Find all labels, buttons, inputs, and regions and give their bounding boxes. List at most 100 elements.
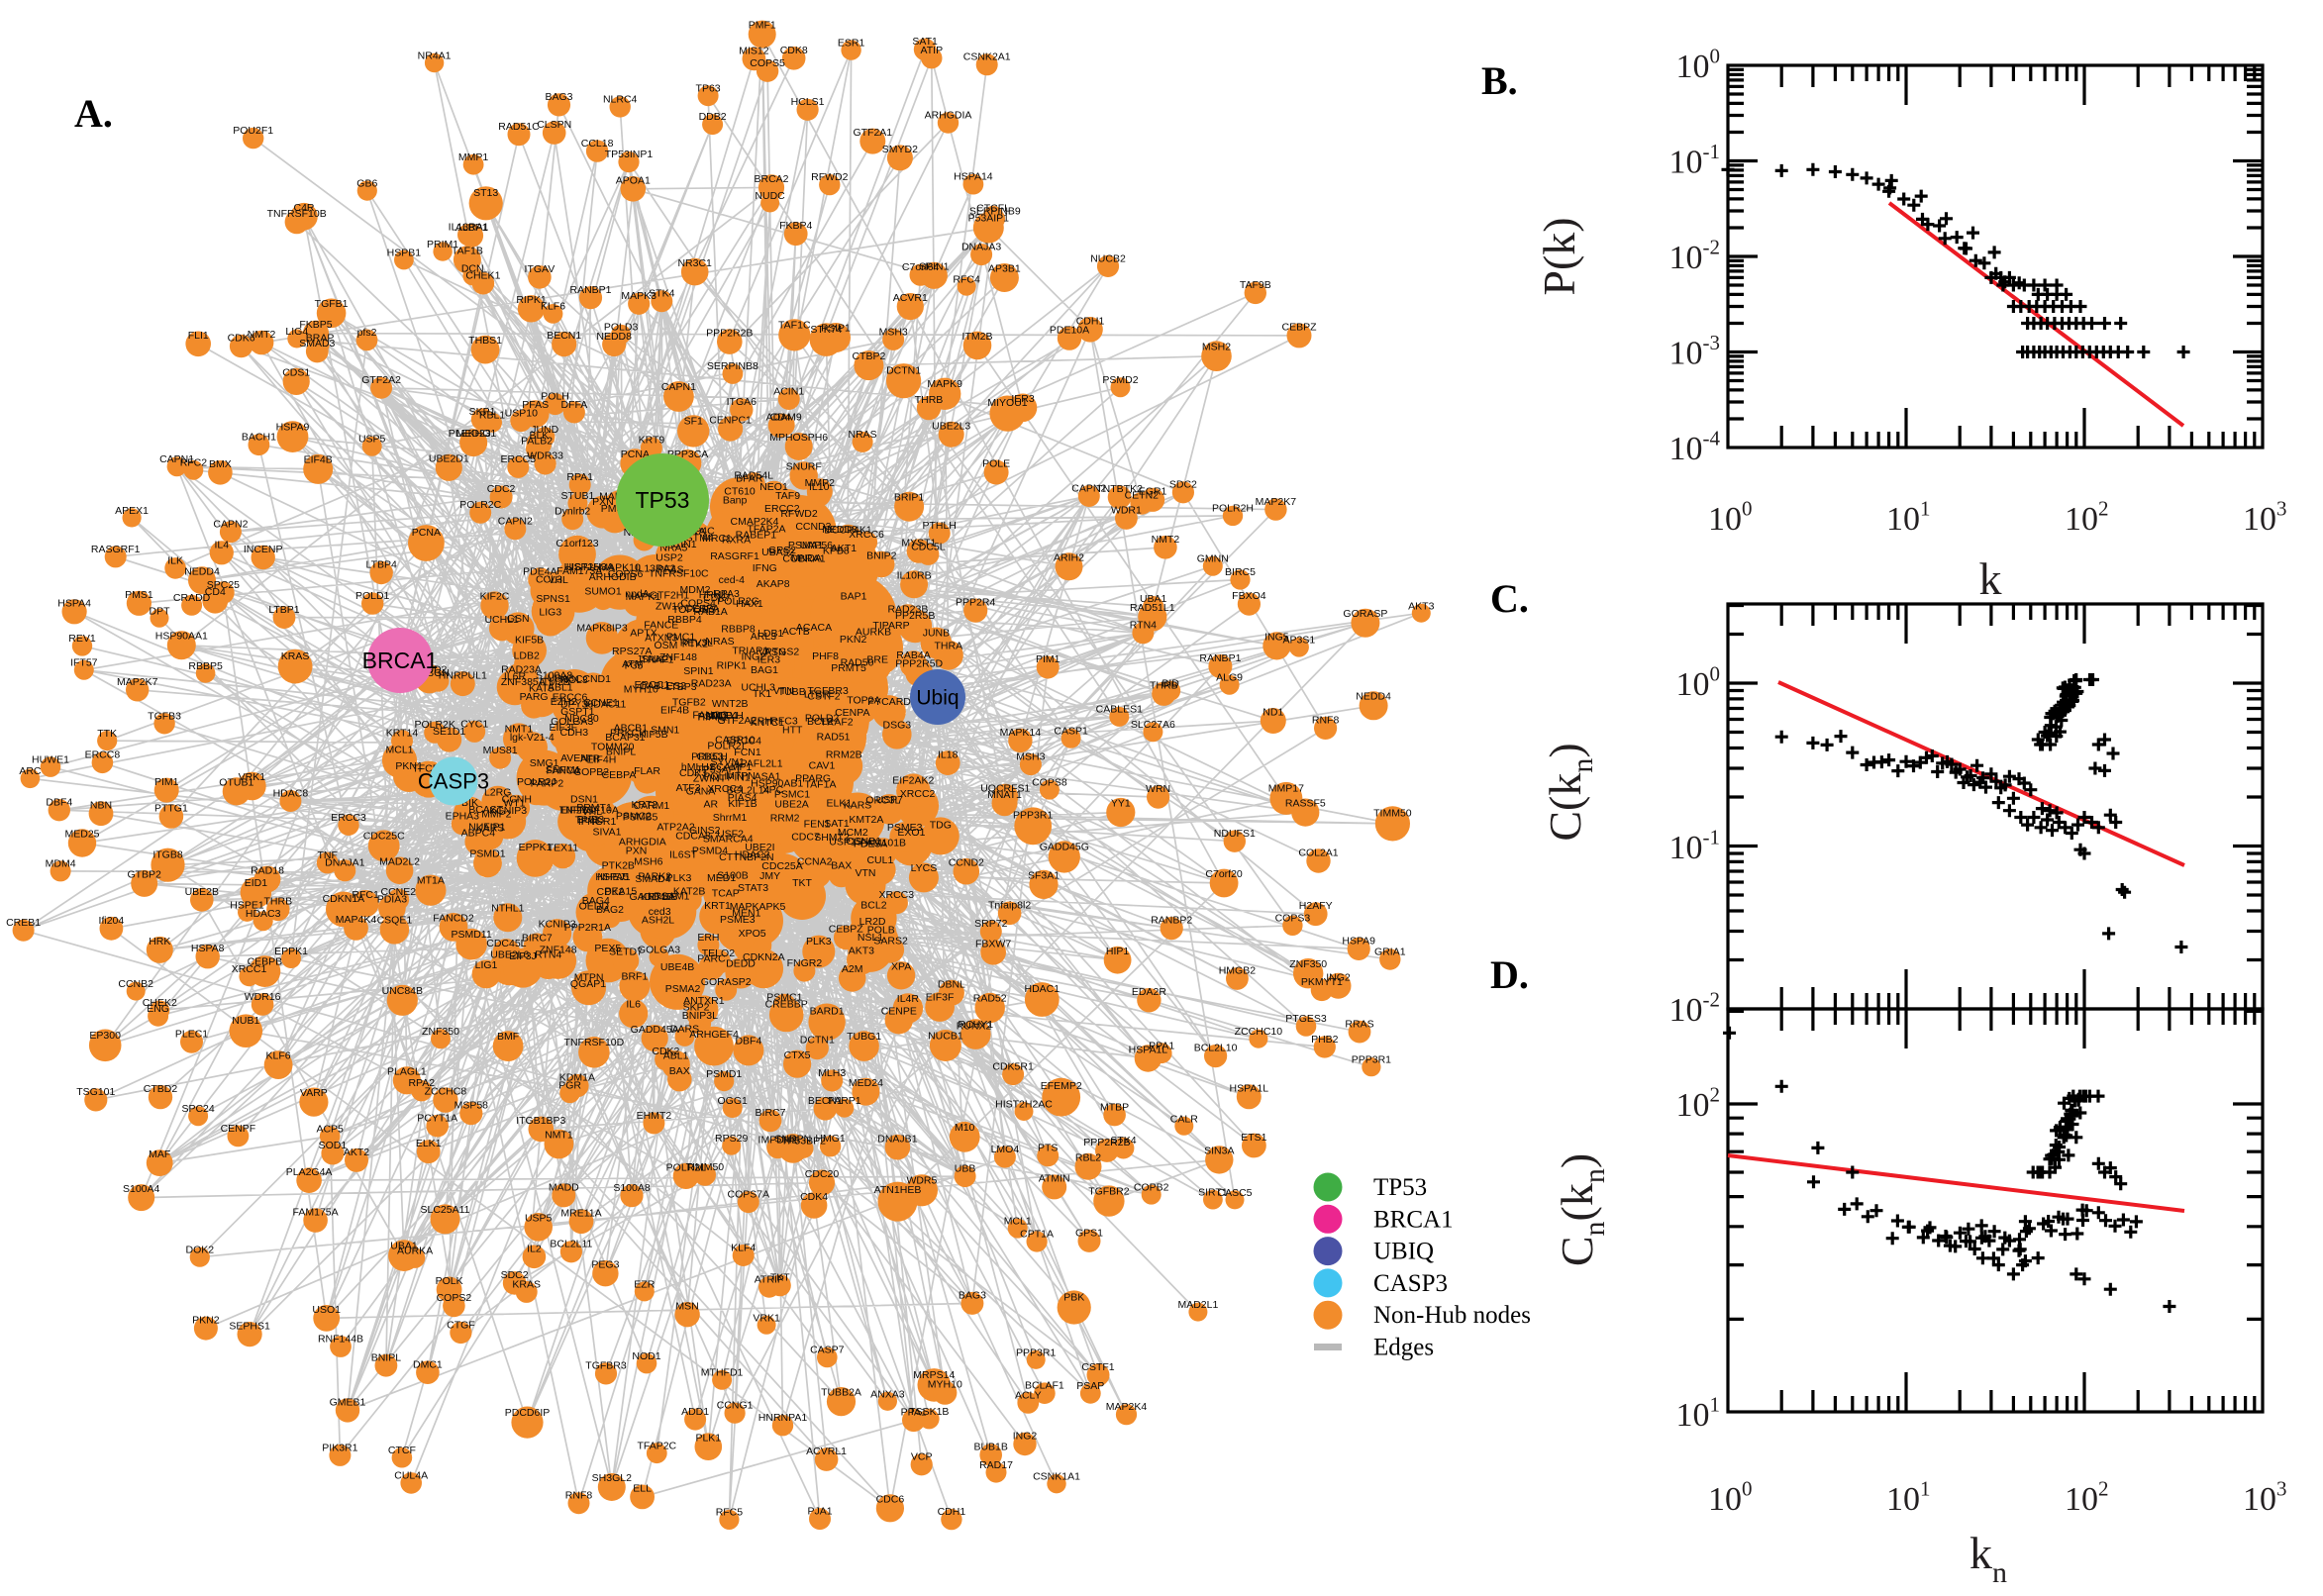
svg-text:GORASP: GORASP (1343, 608, 1387, 620)
svg-text:PPP2R2B: PPP2R2B (706, 328, 753, 340)
svg-text:TEX11: TEX11 (548, 842, 578, 853)
svg-text:PARK2: PARK2 (638, 871, 671, 883)
svg-text:LIG3: LIG3 (539, 606, 561, 618)
svg-text:PARP2: PARP2 (531, 778, 564, 790)
svg-text:MYH10: MYH10 (624, 683, 658, 695)
svg-text:CAV1: CAV1 (809, 760, 836, 772)
svg-text:PRKCH: PRKCH (610, 728, 647, 740)
svg-text:CEBPZ: CEBPZ (1281, 322, 1317, 334)
svg-text:DOK2: DOK2 (186, 1245, 215, 1256)
svg-text:KAT5: KAT5 (529, 683, 555, 695)
svg-text:PKMYT1: PKMYT1 (1301, 976, 1343, 988)
svg-text:HSPE1: HSPE1 (230, 899, 264, 911)
svg-text:USO1: USO1 (312, 1304, 341, 1316)
svg-text:DMC1: DMC1 (413, 1358, 443, 1370)
svg-text:CDCA8: CDCA8 (675, 830, 711, 842)
svg-text:PPP3R1: PPP3R1 (1013, 809, 1053, 821)
svg-text:GOLGA3: GOLGA3 (638, 944, 680, 955)
svg-text:EGR1: EGR1 (1139, 486, 1167, 498)
svg-text:DCCP4K1: DCCP4K1 (824, 524, 872, 536)
svg-text:PYCARD: PYCARD (867, 696, 911, 708)
svg-text:ING2: ING2 (742, 651, 766, 663)
svg-text:CETN2: CETN2 (1125, 490, 1160, 502)
svg-text:POLR2G: POLR2G (717, 596, 759, 608)
svg-text:PTGS2: PTGS2 (765, 647, 800, 658)
svg-text:ARL3: ARL3 (751, 631, 776, 643)
svg-text:THRB: THRB (264, 896, 293, 908)
svg-text:PSMC2: PSMC2 (616, 810, 652, 822)
svg-text:MED24: MED24 (849, 1077, 883, 1089)
svg-text:UBE2D1: UBE2D1 (429, 453, 469, 465)
svg-text:GTBP2: GTBP2 (127, 869, 161, 881)
svg-text:IL13RA2: IL13RA2 (636, 562, 676, 574)
svg-text:RAD18: RAD18 (251, 864, 284, 876)
svg-text:PTS: PTS (1038, 1143, 1058, 1154)
svg-text:POLB: POLB (867, 924, 895, 936)
svg-text:TUBB: TUBB (778, 686, 806, 698)
svg-text:HSPA14: HSPA14 (954, 171, 993, 183)
svg-text:EIF4H: EIF4H (587, 753, 617, 765)
svg-text:ced-4: ced-4 (719, 574, 745, 586)
svg-text:BRAP: BRAP (306, 333, 335, 345)
svg-text:QGAP1: QGAP1 (570, 978, 606, 990)
svg-text:LTBP1: LTBP1 (268, 604, 299, 616)
svg-text:ZNF148: ZNF148 (540, 945, 577, 956)
svg-text:P53AIP1: P53AIP1 (968, 213, 1010, 225)
svg-text:MRPS14: MRPS14 (913, 1369, 955, 1381)
svg-text:SIRT1: SIRT1 (1198, 1186, 1228, 1198)
svg-text:REV1: REV1 (68, 633, 96, 645)
svg-text:CDK2: CDK2 (596, 886, 624, 898)
svg-text:MED25: MED25 (64, 829, 99, 841)
svg-text:CREB1: CREB1 (6, 917, 41, 929)
svg-text:PMC1: PMC1 (666, 632, 695, 644)
svg-text:NR3C1: NR3C1 (677, 257, 712, 269)
svg-text:CDC45L: CDC45L (486, 938, 526, 949)
svg-text:RNF8: RNF8 (565, 1490, 593, 1502)
svg-text:DPY30: DPY30 (560, 699, 593, 711)
svg-text:WT1: WT1 (503, 798, 525, 810)
svg-text:HUWE1: HUWE1 (32, 753, 69, 765)
svg-text:MPHOSPH6: MPHOSPH6 (769, 432, 828, 444)
svg-text:PDE5A: PDE5A (854, 839, 887, 850)
svg-text:PSAP: PSAP (1076, 1380, 1104, 1392)
svg-text:GSN: GSN (507, 613, 530, 625)
svg-text:IL18: IL18 (938, 748, 959, 760)
svg-text:MSH2: MSH2 (1202, 341, 1231, 352)
svg-text:BAX: BAX (669, 1065, 690, 1077)
svg-text:SF1: SF1 (684, 416, 703, 428)
svg-text:TP63: TP63 (696, 82, 721, 94)
svg-text:USP10: USP10 (505, 408, 538, 420)
svg-text:CENPA: CENPA (835, 707, 869, 719)
svg-text:FANCE: FANCE (644, 620, 678, 632)
svg-text:IER3: IER3 (758, 654, 781, 666)
svg-text:CALR: CALR (1170, 1113, 1198, 1125)
svg-text:DDB2: DDB2 (699, 111, 727, 123)
svg-text:HMG1: HMG1 (815, 1133, 845, 1145)
svg-text:BACH1: BACH1 (242, 432, 276, 444)
svg-text:ELL: ELL (633, 1483, 652, 1495)
svg-text:IL6R: IL6R (504, 670, 527, 682)
svg-text:THRB: THRB (1150, 680, 1178, 692)
svg-text:ING2: ING2 (1013, 1431, 1038, 1443)
svg-text:KARS: KARS (844, 799, 872, 811)
svg-text:CUL4A: CUL4A (394, 1469, 428, 1481)
svg-text:BCL2: BCL2 (807, 716, 833, 728)
svg-text:TNFRSF10A: TNFRSF10A (559, 804, 619, 816)
svg-text:UBB: UBB (955, 1163, 976, 1175)
svg-text:NMT2: NMT2 (248, 329, 276, 341)
svg-text:TAF1A: TAF1A (805, 778, 837, 790)
svg-text:TDG: TDG (930, 820, 952, 832)
svg-text:CCL18: CCL18 (581, 138, 614, 150)
svg-text:XRCC2: XRCC2 (900, 788, 936, 800)
svg-text:MRC1: MRC1 (702, 533, 732, 545)
svg-text:APEX1: APEX1 (115, 505, 149, 517)
svg-text:IL13RA1: IL13RA1 (449, 222, 489, 234)
svg-text:VASN: VASN (758, 647, 786, 658)
svg-text:KIF1B: KIF1B (728, 798, 757, 810)
svg-text:IFNGR1: IFNGR1 (578, 816, 617, 828)
svg-text:MUTYH: MUTYH (707, 710, 744, 722)
svg-text:PGR: PGR (558, 1080, 581, 1092)
svg-text:PKN2: PKN2 (840, 634, 867, 646)
svg-text:COPS8: COPS8 (1032, 776, 1067, 788)
svg-text:TGFBR2: TGFBR2 (1088, 1186, 1130, 1198)
